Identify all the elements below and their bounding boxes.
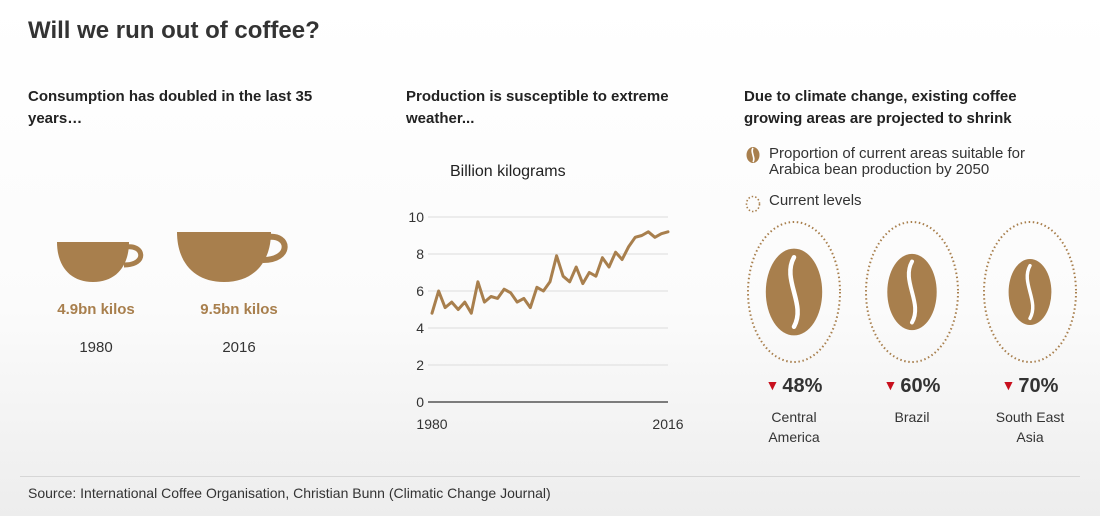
legend-bean-label: Proportion of current areas suitable for…	[769, 145, 1025, 178]
down-arrow-icon: ▼	[883, 377, 898, 393]
y-tick-label: 6	[416, 283, 424, 299]
legend-current-label: Current levels	[769, 192, 862, 209]
cup-year-2016: 2016	[222, 339, 256, 356]
source-note: Source: International Coffee Organisatio…	[28, 485, 551, 501]
climate-heading: Due to climate change, existing coffee g…	[744, 88, 1017, 127]
current-level-outline	[747, 221, 841, 363]
region-beans	[747, 221, 1077, 363]
y-tick-label: 2	[416, 357, 424, 373]
region-name-south-east-asia: South East Asia	[995, 409, 1065, 445]
production-line-chart: Billion kilograms 0 2 4 6 8 10 1980 2016	[408, 163, 683, 432]
production-heading: Production is susceptible to extreme wea…	[406, 88, 669, 127]
down-arrow-icon: ▼	[1001, 377, 1016, 393]
cup-icon-2016	[177, 232, 288, 282]
region-bean-brazil	[865, 221, 959, 363]
region-name-central-america: Central America	[768, 409, 820, 445]
region-bean-central-america	[747, 221, 841, 363]
down-arrow-icon: ▼	[765, 377, 780, 393]
bean-crease	[788, 255, 800, 329]
dotted-circle-legend-icon	[745, 195, 761, 213]
region-pct-brazil: ▼ 60%	[883, 375, 941, 397]
y-tick-label: 4	[416, 320, 424, 336]
consumption-heading: Consumption has doubled in the last 35 y…	[28, 88, 313, 127]
region-bean-south-east-asia	[983, 221, 1077, 363]
bean-legend-icon	[746, 147, 760, 163]
source-divider	[20, 476, 1080, 477]
y-tick-label: 8	[416, 246, 424, 262]
y-tick-label: 0	[416, 394, 424, 410]
region-pct-south-east-asia: ▼ 70%	[1001, 375, 1059, 397]
chart-title: Billion kilograms	[450, 163, 566, 180]
bean-crease	[1025, 263, 1035, 321]
x-tick-label: 2016	[652, 416, 683, 432]
cup-year-1980: 1980	[79, 339, 113, 356]
cup-value-2016: 9.5bn kilos	[200, 301, 278, 318]
legend-bean: Proportion of current areas suitable for…	[744, 146, 1069, 178]
region-pct-central-america: ▼ 48%	[765, 375, 823, 397]
legend-current: Current levels	[744, 193, 1069, 213]
cup-icon-1980	[57, 242, 144, 282]
cup-value-1980: 4.9bn kilos	[57, 301, 135, 318]
current-level-outline	[983, 221, 1077, 363]
current-level-outline	[865, 221, 959, 363]
series-line-production	[430, 230, 670, 315]
region-name-brazil: Brazil	[894, 409, 930, 425]
page-title: Will we run out of coffee?	[28, 17, 320, 44]
y-tick-label: 10	[408, 209, 424, 225]
bean-crease	[906, 259, 918, 325]
x-tick-label: 1980	[416, 416, 447, 432]
